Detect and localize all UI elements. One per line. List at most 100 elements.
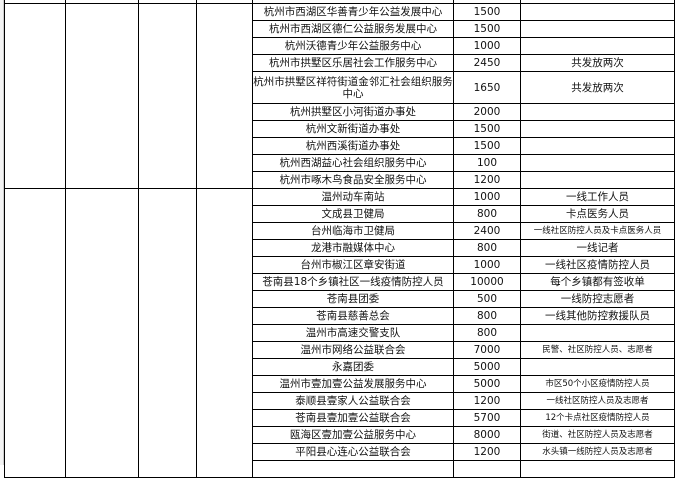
note-cell[interactable]: 一线记者 (520, 239, 675, 257)
table-row: 杭州沃德青少年公益服务中心 1000 (5, 37, 675, 55)
org-name-cell[interactable]: 文成县卫健局 (252, 205, 454, 223)
note-cell[interactable]: 一线防控志愿者 (520, 290, 675, 308)
note-cell[interactable]: 民警、社区防控人员、志愿者 (520, 341, 675, 359)
amount-cell[interactable]: 7000 (453, 341, 521, 359)
org-name-cell[interactable]: 杭州西湖益心社会组织服务中心 (252, 154, 454, 172)
amount-cell[interactable]: 1200 (453, 392, 521, 410)
amount-cell[interactable]: 1000 (453, 256, 521, 274)
org-name-cell[interactable]: 杭州西溪街道办事处 (252, 137, 454, 155)
note-cell[interactable]: 一线工作人员 (520, 188, 675, 206)
amount-cell[interactable]: 800 (453, 324, 521, 342)
amount-cell[interactable]: 1650 (453, 71, 521, 104)
merged-cell[interactable] (138, 188, 197, 478)
table-row: 杭州文新街道办事处 1500 (5, 120, 675, 138)
merged-cell[interactable] (138, 3, 197, 189)
table-row: 杭州市西湖区德仁公益服务发展中心 1500 (5, 20, 675, 38)
merged-cell[interactable] (65, 3, 139, 189)
table-row: 平阳县心连心公益联合会 1200 水头镇一线防控人员及志愿者 (5, 443, 675, 461)
note-cell[interactable] (520, 171, 675, 189)
merged-cell[interactable] (4, 3, 66, 189)
org-name-cell[interactable]: 苍南县18个乡镇社区一线疫情防控人员 (252, 273, 454, 291)
org-name-cell[interactable]: 温州动车南站 (252, 188, 454, 206)
amount-cell[interactable]: 1200 (453, 443, 521, 461)
merged-cell[interactable] (196, 188, 253, 478)
amount-cell[interactable]: 2450 (453, 54, 521, 72)
note-cell[interactable]: 一线社区防控人员及志愿者 (520, 392, 675, 410)
note-cell[interactable] (520, 103, 675, 121)
note-cell[interactable] (520, 324, 675, 342)
note-cell[interactable]: 水头镇一线防控人员及志愿者 (520, 443, 675, 461)
amount-cell[interactable]: 2000 (453, 103, 521, 121)
org-name-cell[interactable]: 杭州市西湖区德仁公益服务发展中心 (252, 20, 454, 38)
amount-cell[interactable]: 5000 (453, 358, 521, 376)
table-row: 杭州西湖益心社会组织服务中心 100 (5, 154, 675, 172)
table-row: 杭州市西湖区华善青少年公益发展中心 1500 (4, 3, 675, 189)
note-cell[interactable]: 一线社区防控人员及卡点医务人员 (520, 222, 675, 240)
table-row: 台州临海市卫健局 2400 一线社区防控人员及卡点医务人员 (5, 222, 675, 240)
amount-cell[interactable]: 800 (453, 239, 521, 257)
org-name-cell[interactable]: 温州市壹加壹公益发展服务中心 (252, 375, 454, 393)
note-cell[interactable]: 共发放两次 (520, 71, 675, 104)
amount-cell[interactable]: 800 (453, 307, 521, 325)
org-name-cell[interactable]: 永嘉团委 (252, 358, 454, 376)
org-name-cell[interactable]: 台州市椒江区章安街道 (252, 256, 454, 274)
note-cell[interactable] (520, 154, 675, 172)
table-row: 杭州市拱墅区祥符街道金邻汇社会组织服务中心 1650 共发放两次 (5, 71, 675, 104)
org-name-cell[interactable]: 温州市高速交警支队 (252, 324, 454, 342)
org-name-cell[interactable]: 台州临海市卫健局 (252, 222, 454, 240)
amount-cell[interactable]: 1200 (453, 171, 521, 189)
org-name-cell[interactable]: 杭州文新街道办事处 (252, 120, 454, 138)
org-name-cell[interactable]: 泰顺县壹家人公益联合会 (252, 392, 454, 410)
note-cell[interactable] (520, 358, 675, 376)
note-cell[interactable] (520, 120, 675, 138)
note-cell[interactable] (520, 3, 675, 21)
org-name-cell[interactable]: 瓯海区壹加壹公益服务中心 (252, 426, 454, 444)
amount-cell[interactable]: 800 (453, 205, 521, 223)
amount-cell[interactable]: 8000 (453, 426, 521, 444)
amount-cell[interactable]: 1500 (453, 120, 521, 138)
org-name-cell[interactable]: 平阳县心连心公益联合会 (252, 443, 454, 461)
note-cell[interactable]: 一线社区疫情防控人员 (520, 256, 675, 274)
note-cell[interactable]: 卡点医务人员 (520, 205, 675, 223)
amount-cell[interactable]: 100 (453, 154, 521, 172)
table-row: 温州动车南站 1000 一线工作人员 (4, 188, 675, 478)
org-name-cell[interactable]: 苍南县壹加壹公益联合会 (252, 409, 454, 427)
empty-cell[interactable] (520, 460, 675, 478)
empty-cell[interactable] (252, 460, 454, 478)
org-name-cell[interactable]: 杭州市西湖区华善青少年公益发展中心 (252, 3, 454, 21)
amount-cell[interactable]: 1000 (453, 188, 521, 206)
org-name-cell[interactable]: 杭州市拱墅区祥符街道金邻汇社会组织服务中心 (252, 71, 454, 104)
org-name-cell[interactable]: 杭州市拱墅区乐居社会工作服务中心 (252, 54, 454, 72)
org-name-cell[interactable]: 温州市网络公益联合会 (252, 341, 454, 359)
note-cell[interactable]: 12个卡点社区疫情防控人员 (520, 409, 675, 427)
amount-cell[interactable]: 1500 (453, 20, 521, 38)
amount-cell[interactable]: 2400 (453, 222, 521, 240)
org-name-cell[interactable]: 苍南县团委 (252, 290, 454, 308)
row-header-strip (0, 0, 4, 465)
org-name-cell[interactable]: 杭州沃德青少年公益服务中心 (252, 37, 454, 55)
org-name-cell[interactable]: 龙港市融媒体中心 (252, 239, 454, 257)
amount-cell[interactable]: 10000 (453, 273, 521, 291)
org-name-cell[interactable]: 杭州市啄木鸟食品安全服务中心 (252, 171, 454, 189)
amount-cell[interactable]: 5000 (453, 375, 521, 393)
note-cell[interactable]: 市区50个小区疫情防控人员 (520, 375, 675, 393)
note-cell[interactable]: 街道、社区防控人员及志愿者 (520, 426, 675, 444)
note-cell[interactable] (520, 37, 675, 55)
amount-cell[interactable]: 5700 (453, 409, 521, 427)
amount-cell[interactable]: 1500 (453, 3, 521, 21)
note-cell[interactable]: 一线其他防控救援队员 (520, 307, 675, 325)
amount-cell[interactable]: 1000 (453, 37, 521, 55)
merged-cell[interactable] (4, 188, 66, 478)
amount-cell[interactable]: 500 (453, 290, 521, 308)
note-cell[interactable]: 每个乡镇都有签收单 (520, 273, 675, 291)
amount-cell[interactable]: 1500 (453, 137, 521, 155)
merged-cell[interactable] (196, 3, 253, 189)
merged-cell[interactable] (65, 188, 139, 478)
org-name-cell[interactable]: 杭州拱墅区小河街道办事处 (252, 103, 454, 121)
table-row: 龙港市融媒体中心 800 一线记者 (5, 239, 675, 257)
note-cell[interactable]: 共发放两次 (520, 54, 675, 72)
note-cell[interactable] (520, 137, 675, 155)
note-cell[interactable] (520, 20, 675, 38)
empty-cell[interactable] (453, 460, 521, 478)
org-name-cell[interactable]: 苍南县慈善总会 (252, 307, 454, 325)
